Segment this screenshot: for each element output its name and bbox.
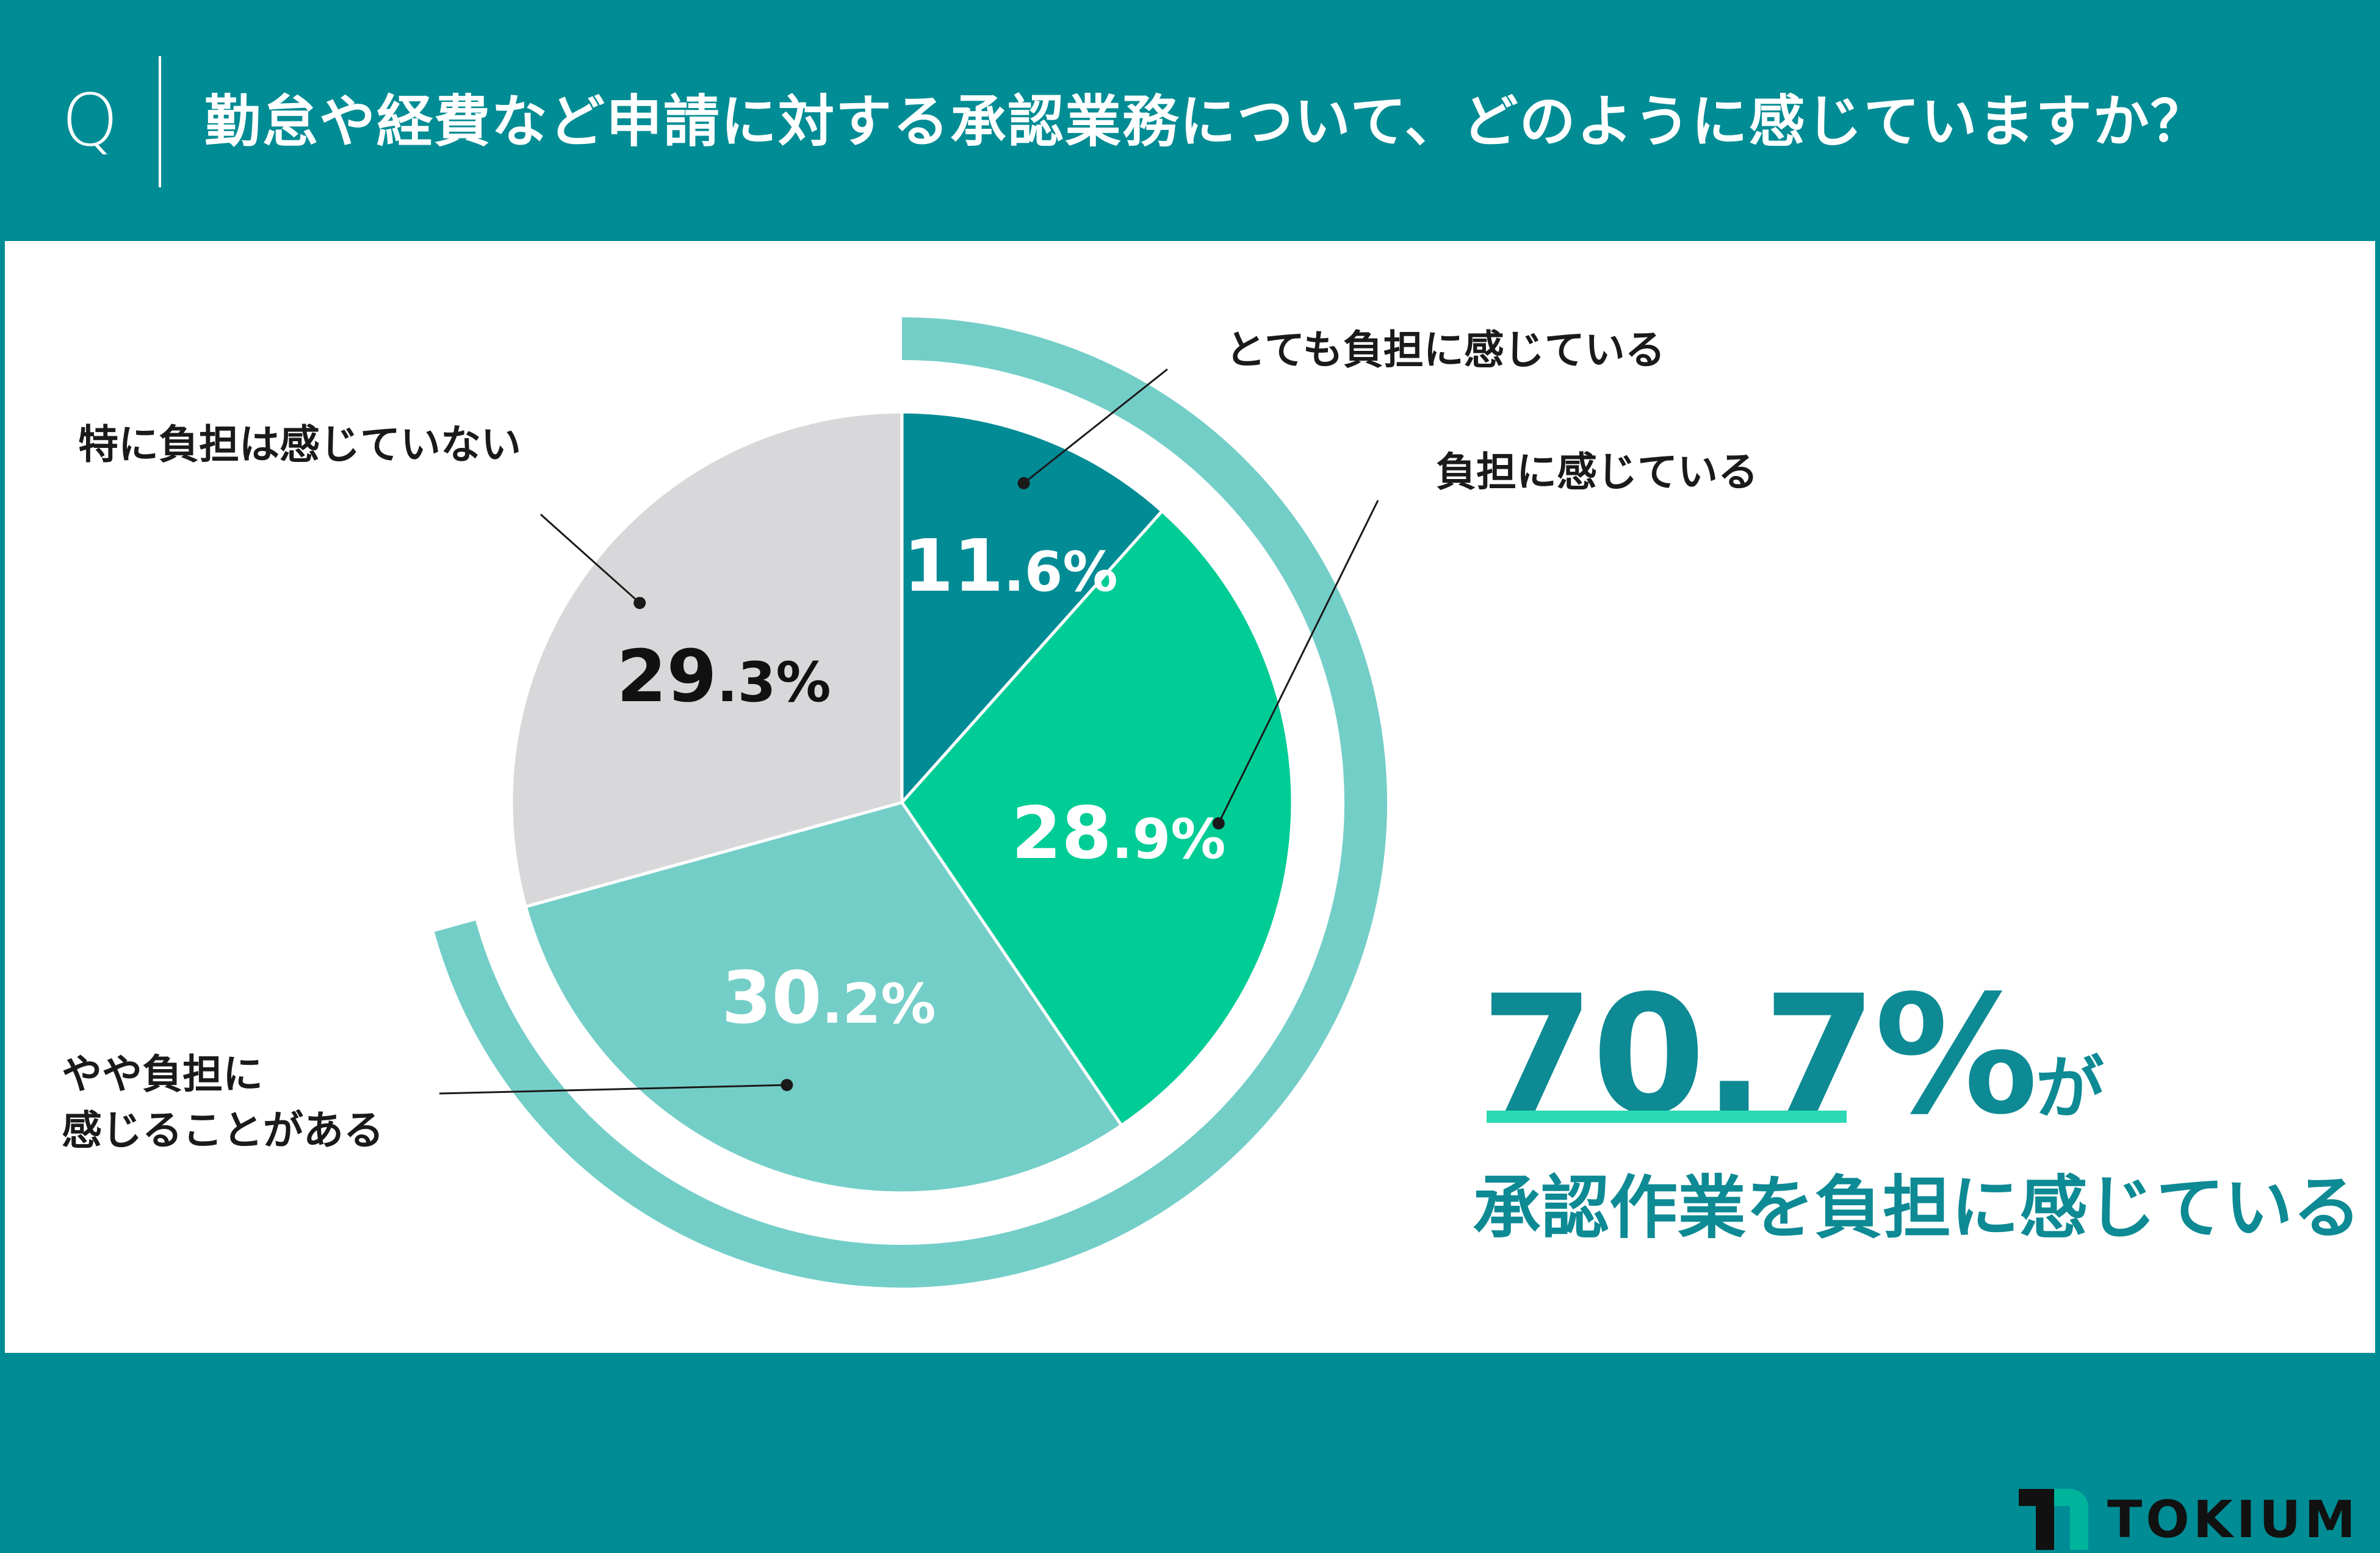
label-somewhat-line2: 感じることがある <box>62 1107 384 1154</box>
question-icon: Q <box>62 78 118 162</box>
pct-not-burdened: 29.3% <box>616 634 831 718</box>
leader-dot-0 <box>1017 477 1030 489</box>
label-somewhat-line1: やや負担に <box>62 1051 263 1098</box>
tokium-logo-text: TOKIUM <box>2107 1490 2359 1549</box>
leader-dot-1 <box>1212 817 1225 830</box>
label-very-burdened: とても負担に感じている <box>1225 326 1665 373</box>
leader-dot-2 <box>781 1079 793 1092</box>
pie-chart <box>434 317 1387 1288</box>
pie-slice-0 <box>900 410 1164 807</box>
pct-very-burdened: 11.6% <box>903 524 1118 608</box>
summary-caption: 承認作業を負担に感じている <box>1473 1169 2361 1248</box>
chart-panel: とても負担に感じている 負担に感じている やや負担に 感じることがある 特に負担… <box>5 241 2375 1550</box>
leader-dot-3 <box>633 597 646 610</box>
header-divider <box>159 56 161 187</box>
pct-somewhat-burdened: 30.2% <box>721 956 936 1040</box>
summary-underline <box>1487 1111 1847 1123</box>
label-not-burdened: 特に負担は感じていない <box>78 421 521 468</box>
leader-line-0 <box>1023 368 1168 484</box>
label-somewhat-burdened: やや負担に 感じることがある <box>62 1047 384 1159</box>
pie-slice-3 <box>510 410 904 909</box>
header-bar: Q 勤怠や経費など申請に対する承認業務について、どのように感じていますか？ <box>0 0 2380 241</box>
leader-line-1 <box>1217 500 1379 824</box>
pie-slice-2 <box>524 801 1124 1195</box>
pct-burdened: 28.9% <box>1011 791 1226 875</box>
tokium-logo-mark <box>2019 1489 2088 1550</box>
tokium-logo: TOKIUM <box>2019 1486 2356 1553</box>
leader-line-3 <box>540 513 641 604</box>
label-burdened: 負担に感じている <box>1436 449 1758 495</box>
summary-total: 70.7%が <box>1480 960 2104 1151</box>
leader-line-2 <box>439 1084 787 1095</box>
pie-slice-1 <box>900 509 1294 1128</box>
burden-highlight-arc <box>434 317 1387 1288</box>
question-title: 勤怠や経費など申請に対する承認業務について、どのように感じていますか？ <box>204 89 2208 154</box>
